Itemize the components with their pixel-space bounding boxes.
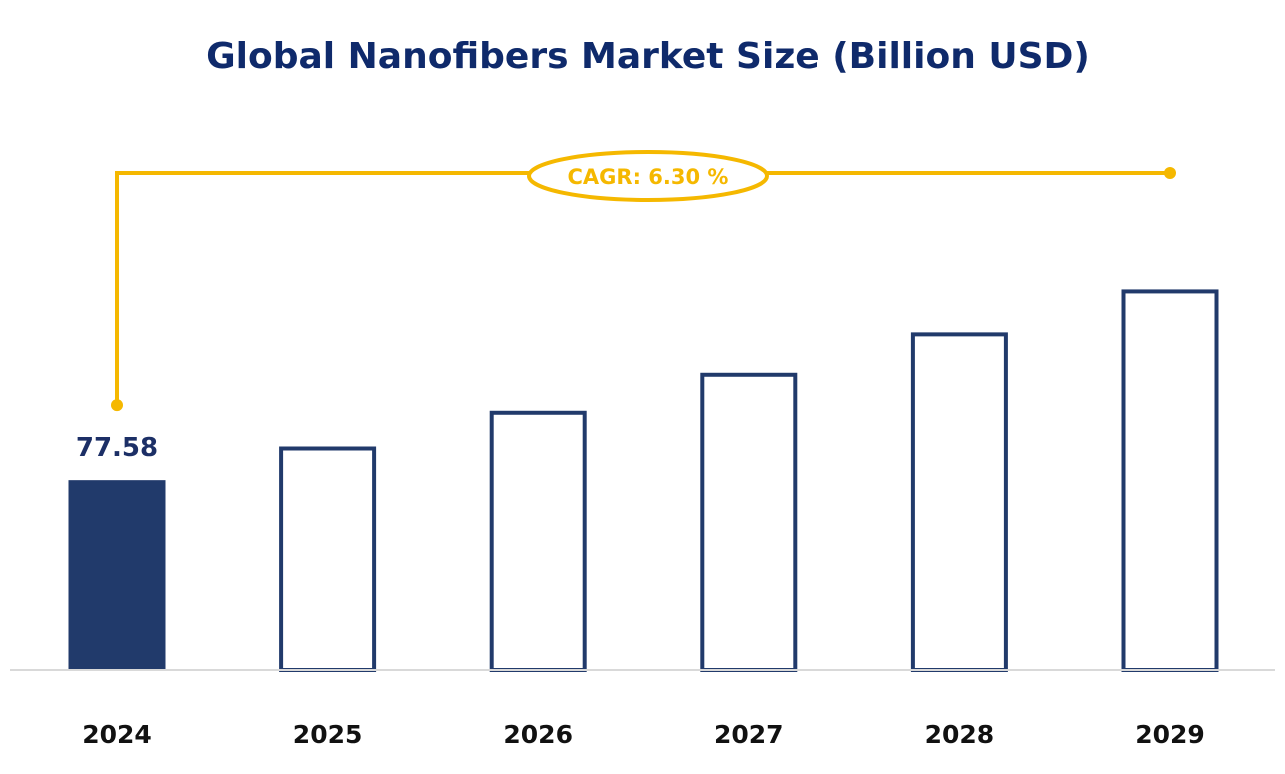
bar-2024 — [68, 480, 166, 670]
tick-label-2027: 2027 — [714, 720, 784, 749]
bars — [68, 289, 1219, 672]
bar-2028 — [910, 332, 1008, 672]
bar-2027 — [700, 372, 798, 672]
tick-label-2026: 2026 — [503, 720, 573, 749]
cagr-label: CAGR: 6.30 % — [568, 165, 729, 189]
chart-title: Global Nanofibers Market Size (Billion U… — [206, 36, 1090, 77]
cagr-annotation: CAGR: 6.30 % — [111, 150, 1176, 412]
x-axis-ticks: 2024 2025 2026 2027 2028 2029 — [82, 720, 1205, 749]
cagr-start-dot — [111, 399, 123, 412]
bar-2025 — [279, 446, 377, 672]
tick-label-2029: 2029 — [1135, 720, 1205, 749]
bar-2029 — [1121, 289, 1219, 672]
cagr-end-dot — [1164, 167, 1176, 179]
tick-label-2024: 2024 — [82, 720, 152, 749]
bar-2026 — [489, 410, 587, 672]
tick-label-2025: 2025 — [293, 720, 363, 749]
cagr-connector-line — [115, 171, 1170, 406]
cagr-ellipse — [527, 150, 769, 202]
tick-label-2028: 2028 — [925, 720, 995, 749]
data-label-2024: 77.58 — [76, 433, 158, 463]
